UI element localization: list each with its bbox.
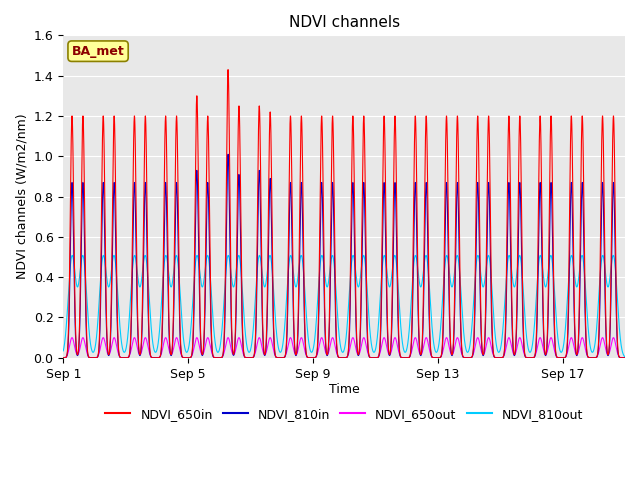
Text: BA_met: BA_met [72, 45, 124, 58]
Legend: NDVI_650in, NDVI_810in, NDVI_650out, NDVI_810out: NDVI_650in, NDVI_810in, NDVI_650out, NDV… [100, 403, 588, 426]
X-axis label: Time: Time [329, 384, 360, 396]
Title: NDVI channels: NDVI channels [289, 15, 400, 30]
Y-axis label: NDVI channels (W/m2/nm): NDVI channels (W/m2/nm) [15, 114, 28, 279]
